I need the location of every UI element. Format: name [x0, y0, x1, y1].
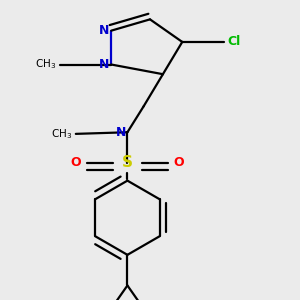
- Text: N: N: [116, 126, 126, 139]
- Text: O: O: [71, 156, 81, 170]
- Text: N: N: [99, 24, 110, 37]
- Text: S: S: [122, 155, 133, 170]
- Text: N: N: [99, 58, 110, 71]
- Text: Cl: Cl: [227, 35, 241, 48]
- Text: CH$_3$: CH$_3$: [35, 58, 56, 71]
- Text: O: O: [173, 156, 184, 170]
- Text: CH$_3$: CH$_3$: [51, 127, 73, 141]
